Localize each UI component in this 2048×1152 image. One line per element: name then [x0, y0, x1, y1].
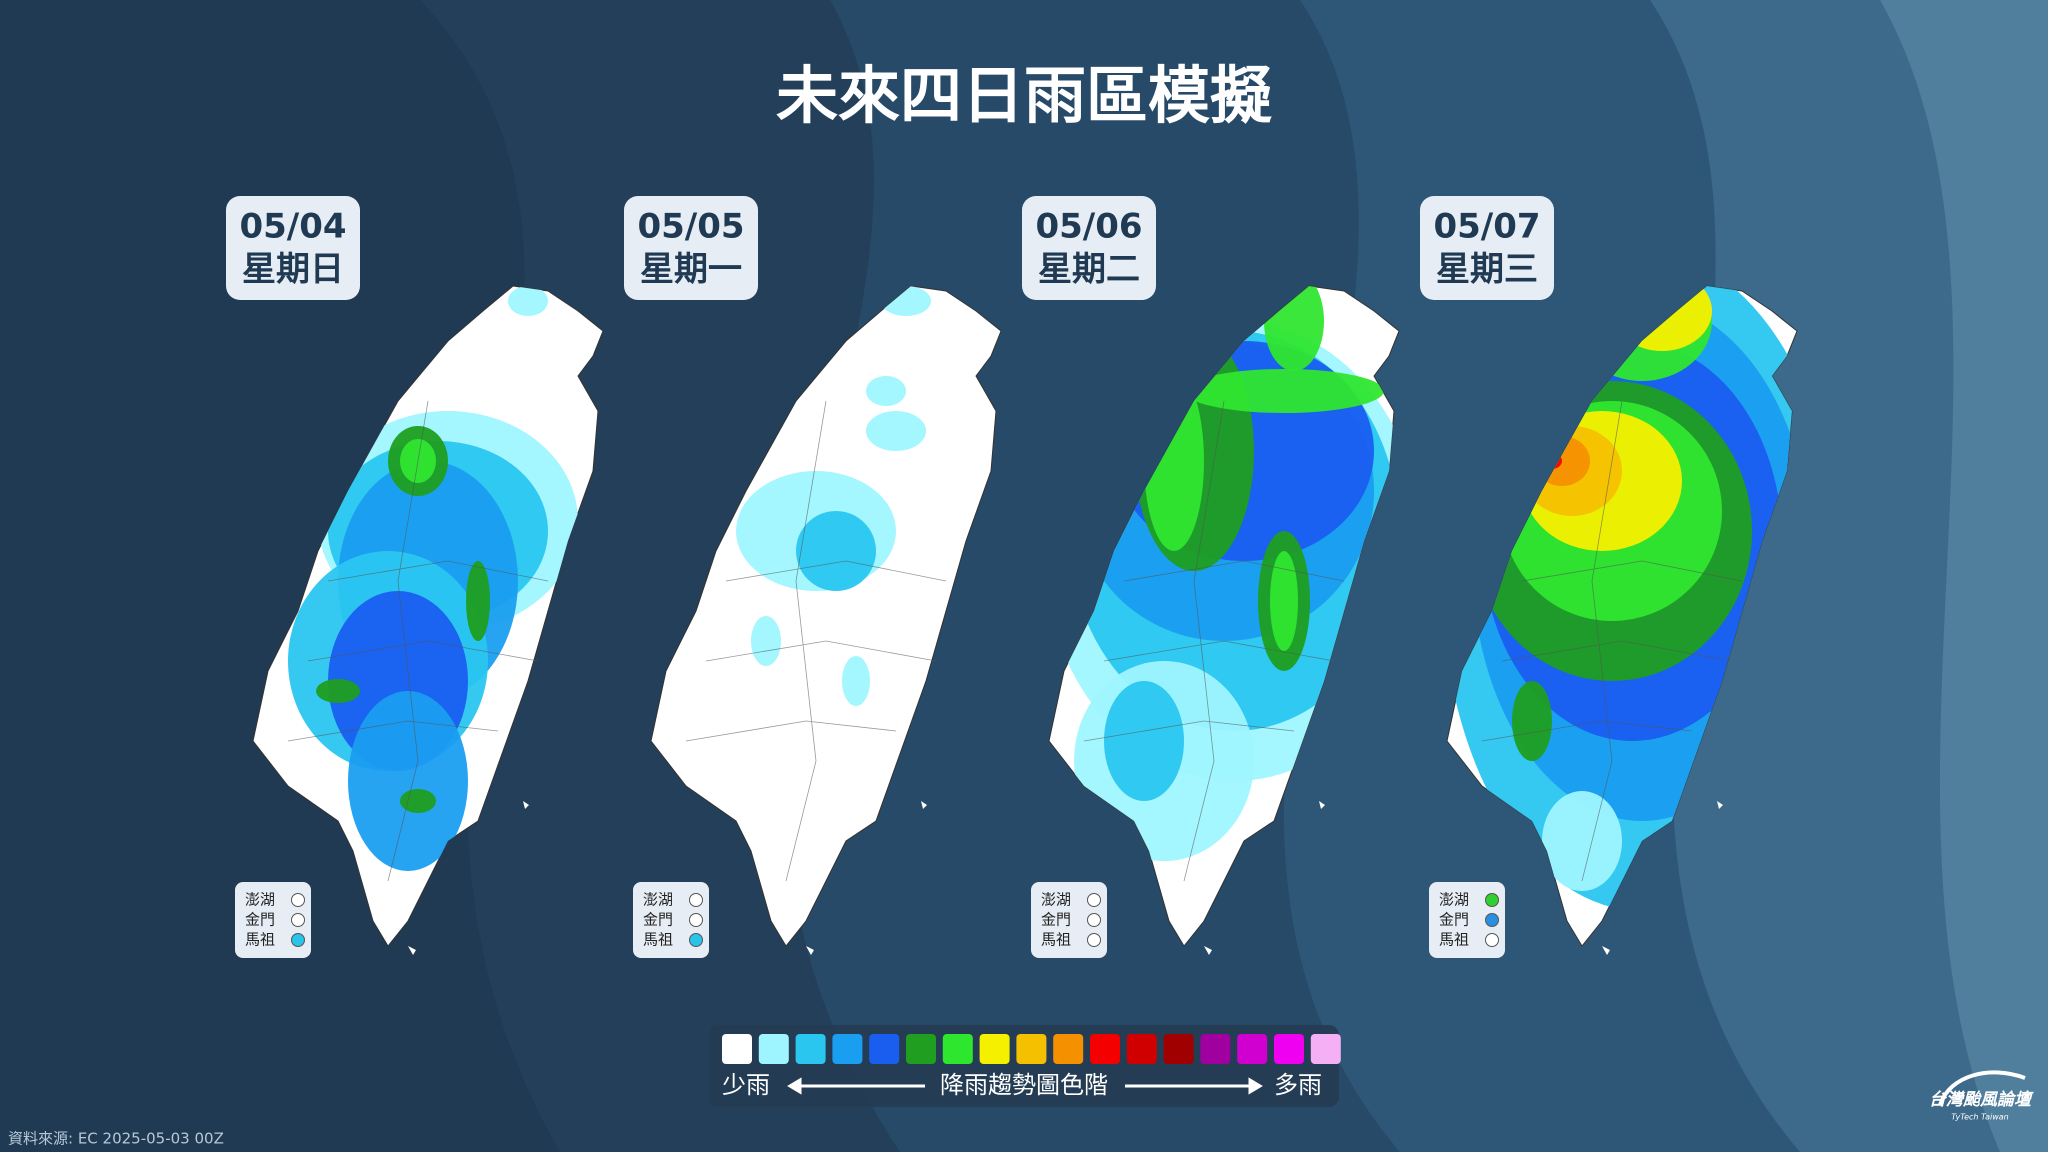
island-name: 澎湖 — [245, 891, 275, 909]
color-swatch — [1163, 1034, 1194, 1064]
date: 05/07 — [1433, 207, 1540, 247]
taiwan-map — [252, 285, 604, 955]
color-swatch — [795, 1034, 826, 1064]
rain-blob — [508, 286, 548, 316]
color-swatch — [758, 1034, 789, 1064]
island-status — [291, 893, 305, 907]
island-status — [689, 893, 703, 907]
date: 05/06 — [1035, 207, 1142, 247]
date-box — [624, 196, 758, 300]
date-box — [1420, 196, 1554, 300]
island-name: 澎湖 — [1439, 891, 1469, 909]
weekday: 星期三 — [1436, 250, 1538, 290]
color-swatch — [979, 1034, 1010, 1064]
color-swatch — [1274, 1034, 1304, 1064]
color-swatch — [832, 1034, 863, 1064]
island-name: 馬祖 — [643, 931, 673, 949]
rain-blob — [866, 376, 906, 406]
color-swatch — [1200, 1034, 1231, 1064]
island-status — [1485, 933, 1499, 947]
rain-blob — [751, 616, 781, 666]
island-status — [1087, 933, 1101, 947]
date-box — [1022, 196, 1156, 300]
scale-label: 降雨趨勢圖色階 — [940, 1071, 1108, 1099]
color-swatch — [1090, 1034, 1120, 1064]
logo-swoosh — [1938, 1070, 2026, 1106]
rain-blob — [1104, 681, 1184, 801]
island-status — [1087, 913, 1101, 927]
color-swatch — [906, 1034, 936, 1064]
rain-blob — [400, 789, 436, 813]
rain-blob — [316, 679, 360, 703]
island-name: 澎湖 — [643, 891, 673, 909]
date: 05/05 — [637, 207, 744, 247]
county-border — [685, 400, 947, 882]
island-name: 金門 — [1439, 911, 1469, 929]
rain-blob — [466, 561, 490, 641]
weekday: 星期一 — [640, 250, 742, 290]
island-status — [291, 933, 305, 947]
logo-name: 台灣颱風論壇 — [1929, 1090, 2034, 1110]
island-status — [1087, 893, 1101, 907]
county-border — [1083, 400, 1345, 882]
island-status — [1485, 893, 1499, 907]
rain-blob — [1270, 551, 1298, 651]
color-swatch — [1126, 1034, 1157, 1064]
island-name: 馬祖 — [1439, 931, 1469, 949]
scale-low: 少雨 — [722, 1071, 770, 1099]
island-name: 金門 — [1041, 911, 1071, 929]
rain-blob — [348, 691, 468, 871]
rain-blob — [1542, 791, 1622, 891]
island-name: 馬祖 — [245, 931, 275, 949]
color-swatch — [1237, 1034, 1268, 1064]
weekday: 星期二 — [1038, 250, 1140, 290]
source: 資料來源: EC 2025-05-03 00Z — [8, 1130, 224, 1148]
island-outline — [650, 285, 1002, 947]
color-swatch — [1310, 1034, 1341, 1064]
rain-blob — [842, 656, 870, 706]
color-scale: 少雨 降雨趨勢圖色階 多雨 — [709, 1025, 1341, 1107]
date-box — [226, 196, 360, 300]
county-border — [287, 400, 549, 882]
color-swatch — [1053, 1034, 1084, 1064]
island-status — [689, 933, 703, 947]
color-swatch — [869, 1034, 900, 1064]
island-status — [1485, 913, 1499, 927]
scale-high: 多雨 — [1274, 1071, 1322, 1099]
island-name: 馬祖 — [1041, 931, 1071, 949]
color-swatch — [722, 1034, 752, 1064]
island-name: 金門 — [245, 911, 275, 929]
background-wave — [1880, 0, 2048, 1152]
island-status — [689, 913, 703, 927]
island-name: 澎湖 — [1041, 891, 1071, 909]
logo: 台灣颱風論壇 TyTech Taiwan — [1929, 1070, 2034, 1122]
arrow-right — [1125, 1077, 1263, 1095]
arrow-left — [787, 1077, 925, 1095]
rain-blob — [866, 411, 926, 451]
title: 未來四日雨區模擬 — [776, 59, 1272, 132]
color-swatch — [942, 1034, 973, 1064]
color-swatch — [1016, 1034, 1047, 1064]
rain-area — [736, 286, 931, 706]
island-name: 金門 — [643, 911, 673, 929]
rain-blob — [796, 511, 876, 591]
rain-blob — [1184, 369, 1384, 413]
rain-blob — [1512, 681, 1552, 761]
taiwan-map — [650, 285, 1002, 955]
island-status — [291, 913, 305, 927]
county-border — [1481, 400, 1743, 882]
date: 05/04 — [239, 207, 346, 247]
logo-subtitle: TyTech Taiwan — [1951, 1113, 2008, 1122]
rain-area — [288, 286, 578, 871]
weekday: 星期日 — [242, 250, 344, 290]
